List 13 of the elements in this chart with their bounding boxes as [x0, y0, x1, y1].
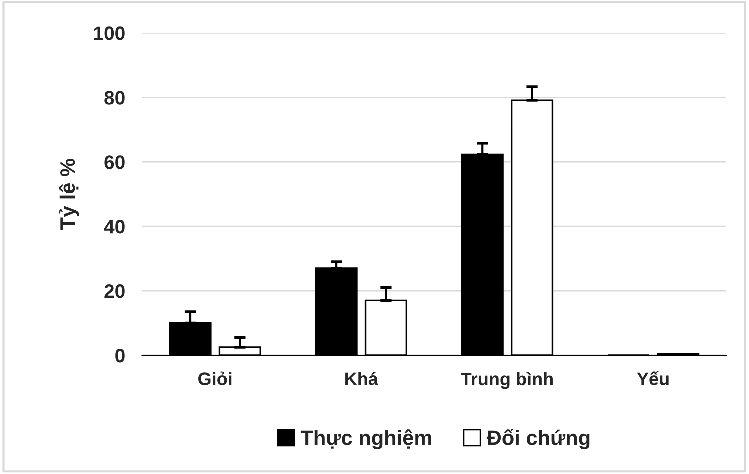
x-tick-label: Trung bình — [461, 372, 553, 390]
y-tick-label: 80 — [104, 91, 125, 105]
y-tick-label: 40 — [104, 220, 125, 234]
y-tick-label: 100 — [94, 26, 125, 40]
y-tick-label: 0 — [116, 348, 125, 363]
x-tick-label: Khá — [346, 372, 378, 386]
x-tick-label: Giỏi — [198, 372, 232, 386]
y-axis-title: Tỷ lệ % — [59, 158, 80, 230]
y-tick-label: 20 — [104, 284, 125, 298]
legend-label: Đối chứng — [486, 429, 590, 450]
y-tick-label: 60 — [104, 156, 125, 170]
legend-label: Thực nghiệm — [300, 430, 432, 450]
x-tick-label: Yếu — [637, 371, 669, 386]
